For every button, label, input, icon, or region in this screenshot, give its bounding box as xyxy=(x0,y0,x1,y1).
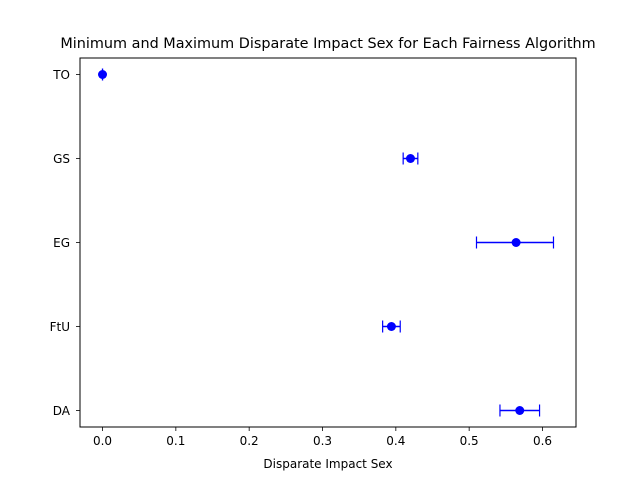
x-tick-label: 0.5 xyxy=(460,434,479,448)
y-tick-label: DA xyxy=(53,404,71,418)
data-point-GS xyxy=(405,154,415,163)
x-tick-label: 0.6 xyxy=(533,434,552,448)
plot-area: 0.0 0.1 0.2 0.3 0.4 0.5 0.6 TO GS EG FtU DA xyxy=(50,57,577,448)
data-point-DA xyxy=(515,406,525,415)
data-point-FtU xyxy=(386,322,396,331)
data-point-TO xyxy=(98,70,108,79)
y-tick-label: FtU xyxy=(50,320,70,334)
y-tick-label: GS xyxy=(53,152,70,166)
chart-title: Minimum and Maximum Disparate Impact Sex… xyxy=(60,36,595,52)
x-axis-title: Disparate Impact Sex xyxy=(263,457,392,471)
y-tick-label: TO xyxy=(52,68,70,82)
x-tick-label: 0.4 xyxy=(386,434,405,448)
x-tick-label: 0.0 xyxy=(93,434,112,448)
data-point-EG xyxy=(511,238,521,247)
y-tick-label: EG xyxy=(53,236,70,250)
x-tick-label: 0.2 xyxy=(240,434,259,448)
x-tick-label: 0.1 xyxy=(166,434,185,448)
x-tick-label: 0.3 xyxy=(313,434,332,448)
